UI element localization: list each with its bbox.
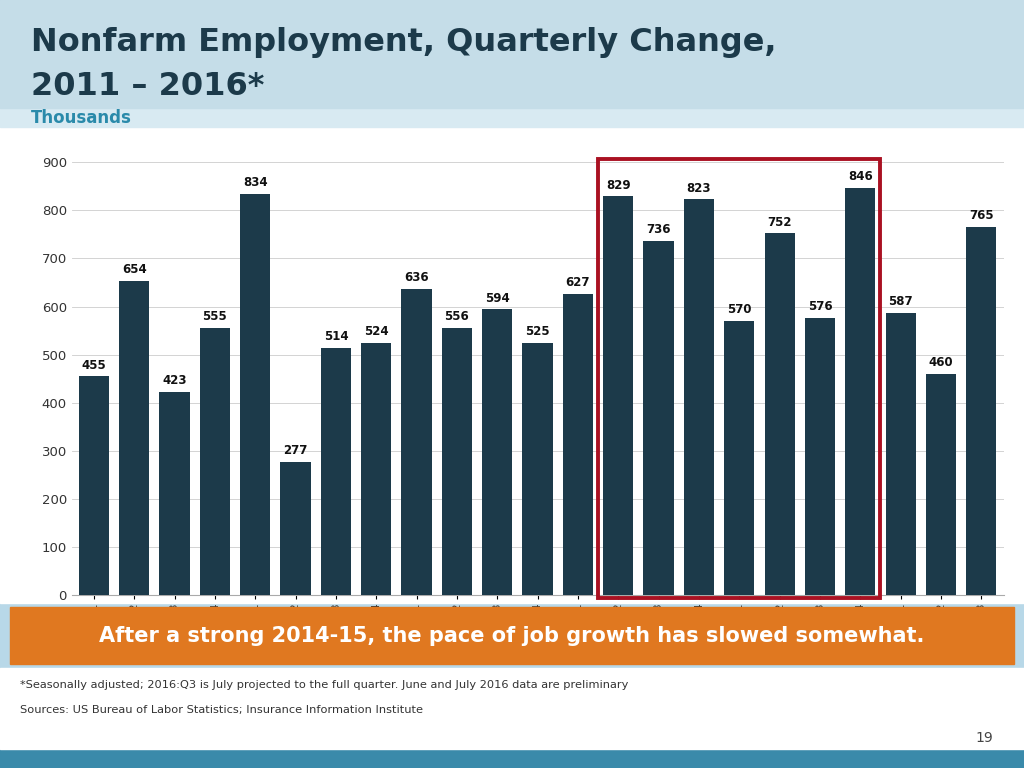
Bar xyxy=(482,310,512,595)
Bar xyxy=(724,321,755,595)
Bar xyxy=(321,348,351,595)
Text: 555: 555 xyxy=(203,310,227,323)
Bar xyxy=(281,462,310,595)
Text: 834: 834 xyxy=(243,176,267,189)
Bar xyxy=(845,188,876,595)
Text: 576: 576 xyxy=(808,300,833,313)
Bar xyxy=(441,328,472,595)
Bar xyxy=(361,343,391,595)
Text: 277: 277 xyxy=(284,444,308,457)
Bar xyxy=(603,197,634,595)
Text: 846: 846 xyxy=(848,170,872,184)
Text: 587: 587 xyxy=(889,295,913,308)
Text: 594: 594 xyxy=(485,292,510,305)
Bar xyxy=(805,318,836,595)
Text: 525: 525 xyxy=(525,325,550,338)
Bar xyxy=(522,343,553,595)
Bar xyxy=(79,376,109,595)
Text: 460: 460 xyxy=(929,356,953,369)
Text: 627: 627 xyxy=(565,276,590,289)
Text: 829: 829 xyxy=(606,179,631,192)
Bar xyxy=(765,233,795,595)
Text: Thousands: Thousands xyxy=(31,108,132,127)
Text: 556: 556 xyxy=(444,310,469,323)
Text: 654: 654 xyxy=(122,263,146,276)
Bar xyxy=(240,194,270,595)
Text: 736: 736 xyxy=(646,223,671,237)
Bar xyxy=(200,328,230,595)
Text: 570: 570 xyxy=(727,303,752,316)
Text: 823: 823 xyxy=(687,181,712,194)
Text: Nonfarm Employment, Quarterly Change,: Nonfarm Employment, Quarterly Change, xyxy=(31,27,776,58)
Bar xyxy=(967,227,996,595)
Bar xyxy=(643,241,674,595)
Text: 636: 636 xyxy=(404,271,429,284)
Bar xyxy=(119,280,150,595)
Text: 2011 – 2016*: 2011 – 2016* xyxy=(31,71,264,101)
Text: 455: 455 xyxy=(82,359,106,372)
Text: 524: 524 xyxy=(364,326,388,339)
Text: *Seasonally adjusted; 2016:Q3 is July projected to the full quarter. June and Ju: *Seasonally adjusted; 2016:Q3 is July pr… xyxy=(20,680,629,690)
Bar xyxy=(160,392,189,595)
Text: 765: 765 xyxy=(969,210,993,223)
Text: 423: 423 xyxy=(162,374,186,387)
Bar xyxy=(563,293,593,595)
Text: After a strong 2014-15, the pace of job growth has slowed somewhat.: After a strong 2014-15, the pace of job … xyxy=(99,625,925,646)
Bar xyxy=(401,290,432,595)
Bar xyxy=(598,159,881,598)
Text: Sources: US Bureau of Labor Statistics; Insurance Information Institute: Sources: US Bureau of Labor Statistics; … xyxy=(20,705,424,715)
Bar xyxy=(684,200,714,595)
Text: 752: 752 xyxy=(767,216,792,229)
Text: 514: 514 xyxy=(324,330,348,343)
Bar xyxy=(926,374,956,595)
Text: 19: 19 xyxy=(976,731,993,745)
Bar xyxy=(886,313,915,595)
